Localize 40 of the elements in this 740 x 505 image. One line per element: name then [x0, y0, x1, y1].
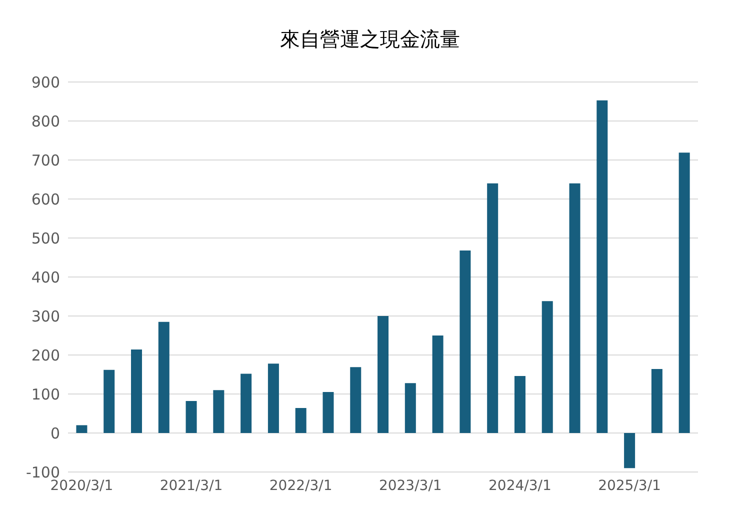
bar	[624, 433, 636, 468]
bar	[404, 383, 416, 433]
y-tick-label: 700	[31, 151, 60, 170]
bar	[487, 183, 498, 433]
x-tick-label: 2025/3/1	[598, 478, 661, 494]
bar	[651, 369, 662, 433]
bar	[322, 392, 334, 433]
bar	[350, 367, 362, 433]
bar	[240, 374, 252, 433]
x-tick-label: 2022/3/1	[269, 478, 332, 494]
bar	[213, 390, 224, 433]
bar	[432, 336, 444, 433]
x-tick-label: 2021/3/1	[160, 478, 223, 494]
y-tick-label: 100	[31, 385, 60, 404]
y-tick-label: 300	[31, 307, 60, 326]
y-tick-label: 800	[31, 112, 60, 130]
y-tick-label: 200	[31, 346, 60, 364]
bar	[569, 183, 580, 433]
bar	[542, 301, 553, 433]
x-tick-label: 2020/3/1	[50, 478, 114, 494]
bar	[186, 401, 197, 433]
bar	[131, 350, 142, 433]
y-tick-label: 500	[31, 229, 60, 248]
bar	[514, 376, 526, 433]
chart-title: 來自營運之現金流量	[279, 26, 461, 53]
bar	[76, 425, 88, 433]
bar	[295, 408, 306, 433]
bar	[158, 322, 170, 433]
x-tick-label: 2024/3/1	[488, 478, 552, 494]
bar	[378, 316, 389, 433]
bar	[104, 370, 115, 433]
y-tick-label: 400	[31, 268, 60, 286]
y-tick-label: 900	[31, 73, 60, 92]
x-tick-label: 2023/3/1	[378, 478, 442, 494]
y-tick-label: 600	[31, 190, 60, 208]
bar	[596, 100, 608, 433]
y-tick-label: 0	[50, 424, 60, 442]
bar	[268, 364, 279, 433]
bar	[460, 250, 471, 433]
bar	[678, 152, 690, 433]
